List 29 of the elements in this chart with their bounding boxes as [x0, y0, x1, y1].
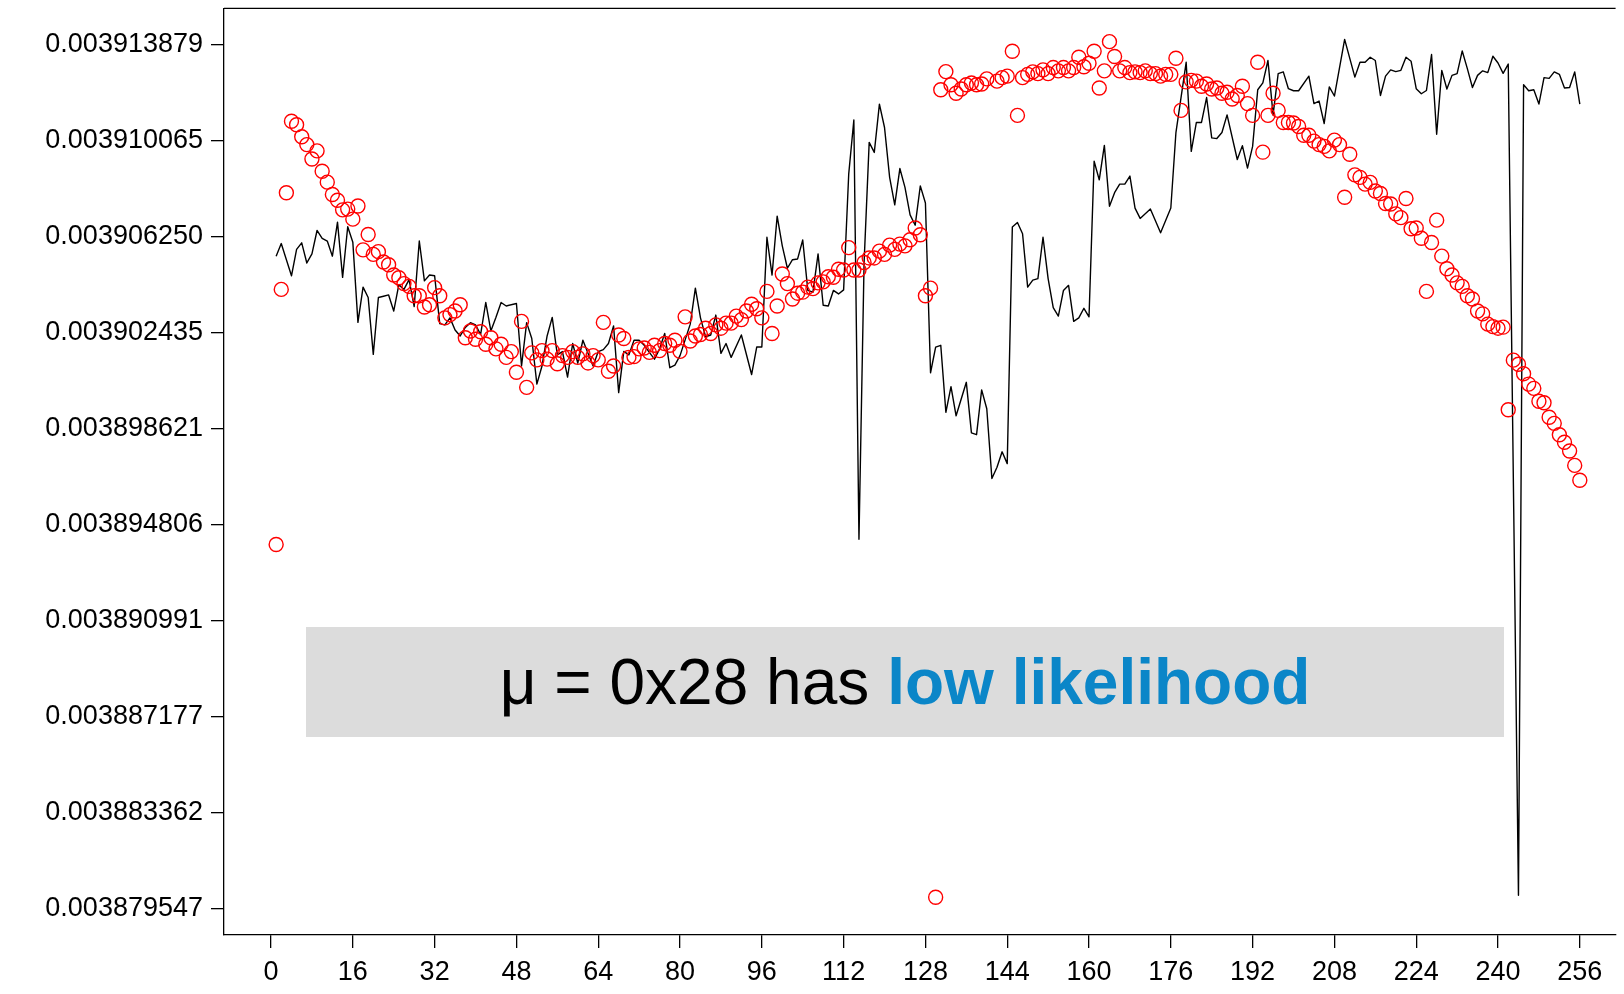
y-tick-label: 0.003910065 — [45, 123, 203, 154]
y-tick-label: 0.003902435 — [45, 315, 203, 346]
y-tick-label: 0.003898621 — [45, 411, 203, 442]
y-tick-label: 0.003890991 — [45, 603, 203, 634]
x-tick-label: 64 — [583, 955, 614, 986]
x-tick-label: 256 — [1557, 955, 1603, 986]
x-tick-label: 80 — [665, 955, 696, 986]
x-tick-label: 128 — [902, 955, 948, 986]
x-tick-label: 208 — [1311, 955, 1357, 986]
x-tick-label: 48 — [501, 955, 532, 986]
y-tick-label: 0.003879547 — [45, 892, 203, 923]
y-tick-label: 0.003883362 — [45, 796, 203, 827]
y-tick-label: 0.003887177 — [45, 699, 203, 730]
x-tick-label: 160 — [1066, 955, 1112, 986]
x-tick-label: 192 — [1230, 955, 1276, 986]
x-tick-label: 112 — [822, 955, 866, 986]
x-tick-label: 16 — [337, 955, 368, 986]
annotation: μ = 0x28 has — [499, 645, 870, 719]
x-tick-label: 0 — [263, 955, 279, 986]
x-tick-label: 32 — [419, 955, 450, 986]
y-tick-label: 0.003906250 — [45, 219, 203, 250]
x-tick-label: 240 — [1475, 955, 1521, 986]
x-tick-label: 224 — [1393, 955, 1439, 986]
x-tick-label: 176 — [1148, 955, 1194, 986]
y-tick-label: 0.003913879 — [45, 27, 203, 58]
x-tick-label: 96 — [746, 955, 777, 986]
y-tick-label: 0.003894806 — [45, 507, 203, 538]
annotation: low likelihood — [887, 645, 1311, 719]
x-tick-label: 144 — [984, 955, 1030, 986]
